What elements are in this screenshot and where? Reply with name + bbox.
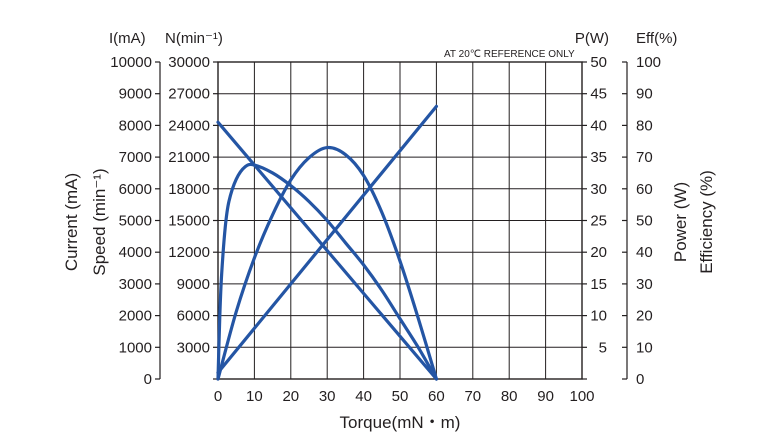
efficiency-curve <box>216 162 438 381</box>
current-tick-label: 6000 <box>119 181 152 198</box>
speed-tick-label: 9000 <box>177 276 210 293</box>
efficiency-tick-label: 10 <box>636 339 653 356</box>
efficiency-tick-label: 100 <box>636 54 661 71</box>
efficiency-tick-label: 50 <box>636 213 653 230</box>
current-axis-title: Current (mA) <box>62 173 81 271</box>
x-tick-label: 100 <box>569 388 594 405</box>
x-tick-label: 80 <box>501 388 518 405</box>
efficiency-tick-label: 20 <box>636 308 653 325</box>
current-tick-label: 7000 <box>119 149 152 166</box>
power-tick-label: 35 <box>590 149 607 166</box>
speed-tick-label: 30000 <box>168 54 210 71</box>
x-tick-label: 10 <box>246 388 263 405</box>
speed-tick-label: 15000 <box>168 213 210 230</box>
efficiency-tick-label: 60 <box>636 181 653 198</box>
current-curve <box>216 104 438 375</box>
speed-axis-header: N(min⁻¹) <box>165 30 223 47</box>
current-tick-label: 5000 <box>119 213 152 230</box>
power-tick-label: 25 <box>590 213 607 230</box>
current-tick-label: 0 <box>144 371 152 388</box>
power-axis-header: P(W) <box>575 30 609 47</box>
reference-note: AT 20℃ REFERENCE ONLY <box>444 49 575 60</box>
current-tick-label: 8000 <box>119 117 152 134</box>
x-tick-label: 90 <box>537 388 554 405</box>
x-tick-label: 20 <box>282 388 299 405</box>
efficiency-tick-label: 0 <box>636 371 644 388</box>
power-tick-label: 10 <box>590 308 607 325</box>
speed-axis-title: Speed (min⁻¹) <box>90 168 109 275</box>
power-tick-label: 40 <box>590 117 607 134</box>
x-tick-label: 40 <box>355 388 372 405</box>
current-tick-label: 1000 <box>119 339 152 356</box>
power-tick-label: 20 <box>590 244 607 261</box>
power-tick-label: 5 <box>599 339 607 356</box>
x-axis-title: Torque(mN・m) <box>340 413 461 432</box>
power-tick-label: 30 <box>590 181 607 198</box>
speed-tick-label: 6000 <box>177 308 210 325</box>
current-axis-header: I(mA) <box>109 30 146 47</box>
speed-tick-label: 12000 <box>168 244 210 261</box>
x-tick-label: 60 <box>428 388 445 405</box>
efficiency-axis-title: Efficiency (%) <box>697 170 716 274</box>
efficiency-axis-header: Eff(%) <box>636 30 677 47</box>
efficiency-tick-label: 30 <box>636 276 653 293</box>
power-tick-label: 50 <box>590 54 607 71</box>
series-layer <box>216 104 438 381</box>
efficiency-tick-label: 80 <box>636 117 653 134</box>
x-tick-label: 30 <box>319 388 336 405</box>
current-tick-label: 10000 <box>110 54 152 71</box>
speed-tick-label: 21000 <box>168 149 210 166</box>
speed-tick-label: 24000 <box>168 117 210 134</box>
speed-tick-label: 27000 <box>168 86 210 103</box>
power-curve <box>216 145 438 381</box>
power-axis-title: Power (W) <box>671 182 690 262</box>
speed-tick-label: 3000 <box>177 339 210 356</box>
x-tick-label: 0 <box>214 388 222 405</box>
efficiency-tick-label: 70 <box>636 149 653 166</box>
power-tick-label: 15 <box>590 276 607 293</box>
current-tick-label: 4000 <box>119 244 152 261</box>
grid <box>217 61 583 380</box>
axes: 0 10 20 30 40 50 60 70 80 90 100010002000300040005… <box>110 54 661 405</box>
speed-tick-label: 18000 <box>168 181 210 198</box>
x-tick-label: 50 <box>392 388 409 405</box>
current-tick-label: 3000 <box>119 276 152 293</box>
current-tick-label: 9000 <box>119 86 152 103</box>
efficiency-tick-label: 40 <box>636 244 653 261</box>
power-tick-label: 45 <box>590 86 607 103</box>
efficiency-tick-label: 90 <box>636 86 653 103</box>
x-tick-label: 70 <box>464 388 481 405</box>
current-tick-label: 2000 <box>119 308 152 325</box>
